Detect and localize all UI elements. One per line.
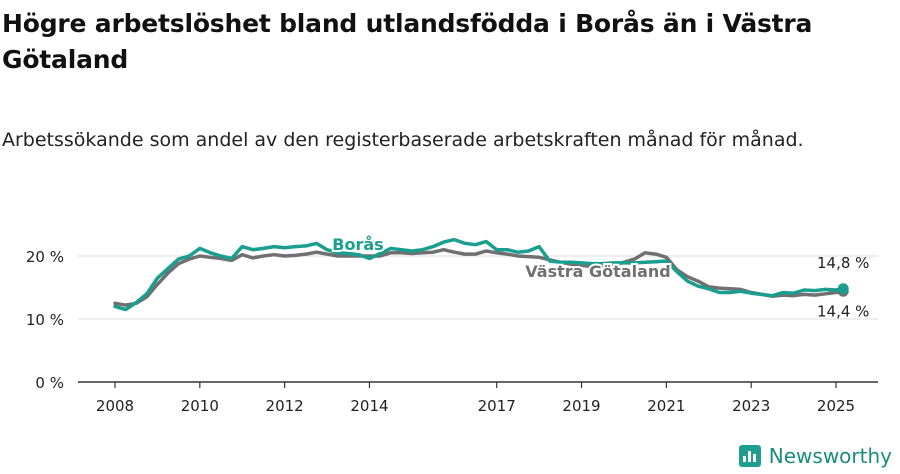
x-tick-label: 2012 [266, 397, 304, 415]
x-tick-label: 2017 [478, 397, 516, 415]
series-name-boras: Borås [332, 235, 383, 254]
x-tick-label: 2019 [562, 397, 600, 415]
series-end-point [837, 283, 849, 295]
newsworthy-logo: Newsworthy [738, 444, 892, 468]
x-tick-label: 2010 [181, 397, 219, 415]
gridlines [78, 255, 878, 320]
x-tick-label: 2021 [647, 397, 685, 415]
brand-name: Newsworthy [768, 444, 892, 468]
end-value-boras: 14,8 % [817, 254, 869, 272]
x-tick-label: 2014 [350, 397, 388, 415]
x-tick-label: 2023 [732, 397, 770, 415]
newsworthy-logo-icon [738, 445, 761, 467]
y-tick-label: 10 % [26, 311, 64, 329]
series-name-vastra-gotaland: Västra Götaland [525, 262, 670, 281]
y-axis-ticks: 0 % 10 % 20 % [26, 248, 64, 392]
x-tick-label: 2025 [817, 397, 855, 415]
series-line-boras [113, 237, 845, 312]
series-lines [113, 237, 849, 312]
series-line-vastra-gotaland [113, 247, 845, 307]
x-tick-label: 2008 [96, 397, 134, 415]
x-axis: 2008 2010 2012 2014 2017 2019 2021 2023 2025 [78, 381, 878, 415]
y-tick-label: 0 % [35, 374, 64, 392]
chart-subtitle: Arbetssökande som andel av den registerb… [2, 129, 804, 151]
series-labels: Borås Västra Götaland 14,8 % 14,4 % [330, 233, 869, 320]
end-value-vastra-gotaland: 14,4 % [817, 302, 869, 320]
y-tick-label: 20 % [26, 248, 64, 266]
chart-title: Högre arbetslöshet bland utlandsfödda i … [2, 9, 813, 74]
